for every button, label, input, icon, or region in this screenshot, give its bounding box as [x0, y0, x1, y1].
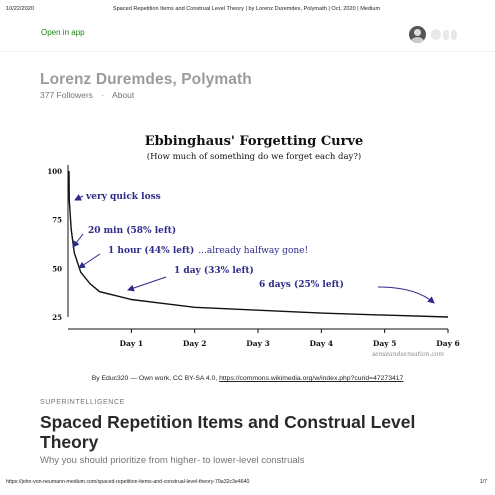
more-dots-icon[interactable] [431, 29, 457, 40]
y-tick-label: 25 [52, 313, 62, 322]
y-tick-label: 50 [52, 264, 62, 273]
chart-subtitle: (How much of something do we forget each… [147, 151, 361, 162]
user-avatar[interactable] [409, 26, 426, 43]
x-tick-label: Day 4 [310, 339, 334, 348]
figure-caption: By Educ320 — Own work, CC BY-SA 4.0, htt… [0, 375, 495, 382]
meta-separator: · [101, 90, 105, 100]
open-in-app-link[interactable]: Open in app [41, 28, 85, 37]
annotation-arrow-1day [127, 276, 167, 292]
chart-source-label: senseandsensation.com [372, 351, 444, 358]
article-headline: Spaced Repetition Items and Construal Le… [40, 412, 416, 452]
followers-count[interactable]: 377 Followers [40, 90, 93, 100]
annotation-6days: 6 days (25% left) [259, 279, 344, 290]
annotation-1day: 1 day (33% left) [174, 265, 254, 276]
annotation-arrow-6days [377, 286, 435, 304]
annotation-1hour-label: 1 hour (44% left) [108, 245, 194, 256]
print-page-title: Spaced Repetition Items and Construal Le… [112, 6, 381, 12]
caption-prefix: By Educ320 — Own work, CC BY-SA 4.0, [91, 375, 220, 382]
print-url: https://john-von-neumann-medium.com/spac… [6, 479, 250, 485]
annotation-20min: 20 min (58% left) [88, 225, 176, 236]
y-tick-label: 100 [47, 167, 62, 176]
forgetting-curve-figure: Ebbinghaus' Forgetting Curve (How much o… [26, 127, 471, 377]
article-subhead: Why you should prioritize from higher- t… [40, 455, 305, 466]
print-header: 10/22/2020 Spaced Repetition Items and C… [6, 6, 487, 16]
annotation-1hour: 1 hour (44% left) ...already halfway gone… [108, 245, 308, 256]
annotation-arrow-quick-loss [74, 194, 84, 201]
chart-title: Ebbinghaus' Forgetting Curve [145, 134, 364, 149]
publication-meta: 377 Followers · About [40, 90, 134, 100]
print-date: 10/22/2020 [6, 6, 34, 12]
forgetting-curve-chart: Ebbinghaus' Forgetting Curve (How much o… [47, 134, 460, 358]
annotation-very-quick-loss: very quick loss [85, 192, 161, 202]
y-tick-label: 75 [52, 216, 62, 225]
x-tick-label: Day 6 [436, 339, 460, 348]
print-page-number: 1/7 [479, 479, 487, 485]
curve-layer [68, 170, 449, 318]
x-tick-label: Day 5 [373, 339, 397, 348]
top-icons [409, 26, 457, 43]
publication-name[interactable]: Lorenz Duremdes, Polymath [40, 71, 252, 88]
x-tick-label: Day 2 [183, 339, 207, 348]
article-kicker[interactable]: SUPERINTELLIGENCE [40, 399, 125, 406]
header-divider [0, 51, 495, 52]
about-link[interactable]: About [112, 90, 135, 100]
forgetting-curve-line [68, 170, 449, 318]
print-footer: https://john-von-neumann-medium.com/spac… [6, 479, 487, 489]
app-bar: Open in app [0, 26, 495, 52]
chart-axes: 100 75 50 25 Day 1 Day 2 Day 3 Day 4 Day 5 Day 6 [47, 165, 460, 348]
x-tick-label: Day 3 [246, 339, 270, 348]
annotation-arrow-20min [72, 233, 84, 248]
annotation-layer: very quick loss 20 min (58% left) 1 hour… [72, 192, 435, 304]
annotation-arrow-1hour [78, 253, 101, 269]
caption-link[interactable]: https://commons.wikimedia.org/w/index.ph… [219, 375, 404, 382]
x-tick-label: Day 1 [120, 339, 144, 348]
annotation-halfway: ...already halfway gone! [198, 246, 308, 256]
